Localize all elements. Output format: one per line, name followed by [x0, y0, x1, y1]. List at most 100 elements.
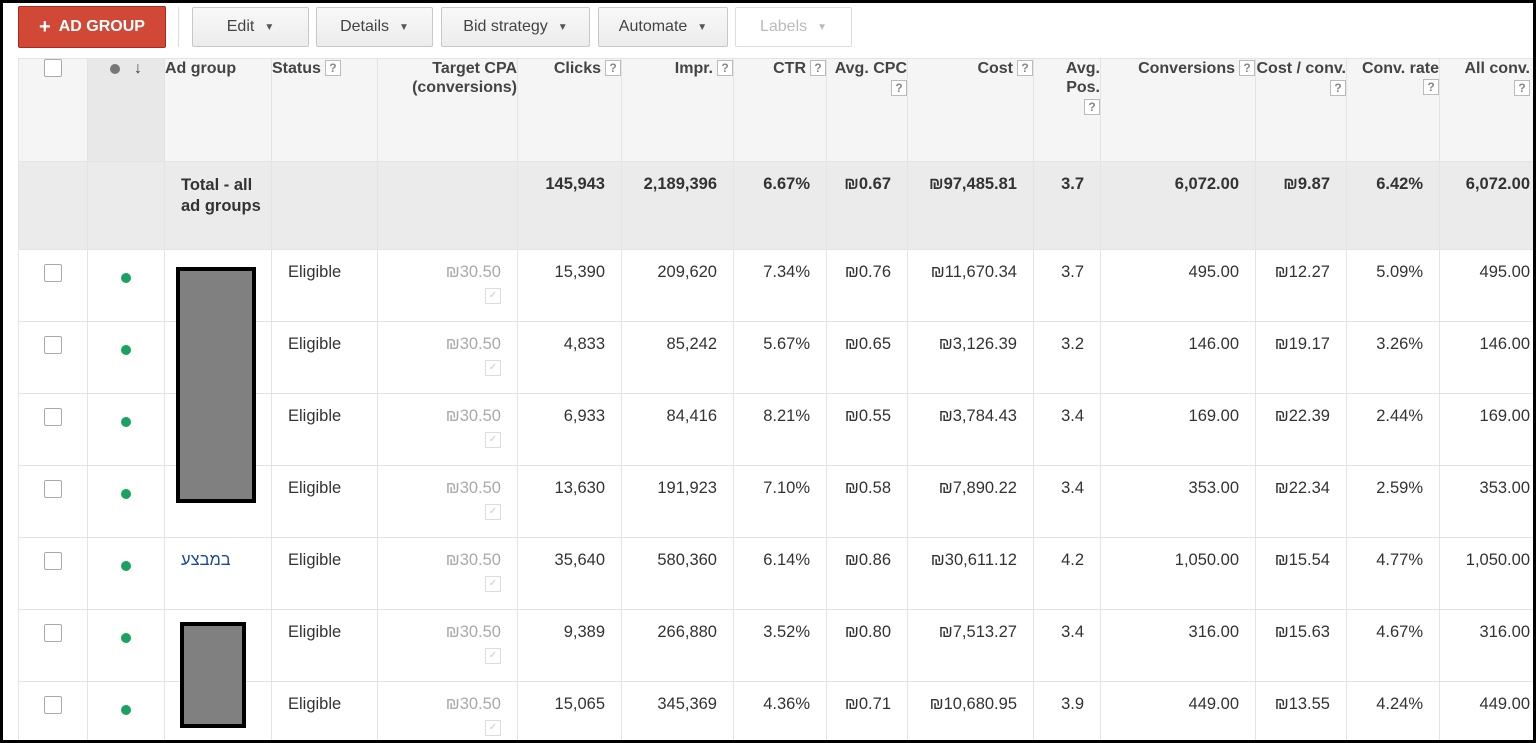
table-header-row: ↓ Ad group Status? Target CPA (conversio…	[18, 58, 1533, 162]
cost-cell: ₪7,513.27	[907, 609, 1034, 682]
table-row[interactable]: Eligible ₪30.50 ✓ 9,389 266,880 3.52% ₪0.80 ₪7,…	[18, 609, 1533, 682]
clicks-cell: 6,933	[517, 393, 622, 466]
total-cost: ₪97,485.81	[907, 161, 1034, 250]
row-checkbox-cell	[18, 321, 88, 394]
target-cpa-cell[interactable]: ₪30.50 ✓	[377, 465, 518, 538]
total-label: Total - all ad groups	[164, 161, 272, 250]
ad-group-header-label: Ad group	[165, 60, 237, 77]
ad-group-name-cell: במבצע	[164, 537, 272, 610]
impr-cell: 85,242	[621, 321, 734, 394]
ctr-cell: 3.52%	[733, 609, 827, 682]
checkmark-icon: ✓	[485, 504, 501, 520]
all-conv-cell: 146.00	[1439, 321, 1533, 394]
clicks-header-label: Clicks	[553, 60, 601, 77]
conversions-cell: 169.00	[1100, 393, 1256, 466]
cost-column-header[interactable]: Cost?	[907, 58, 1034, 162]
help-icon[interactable]: ?	[1084, 99, 1100, 115]
add-ad-group-button[interactable]: + AD GROUP	[18, 6, 166, 48]
target-cpa-cell[interactable]: ₪30.50 ✓	[377, 609, 518, 682]
target-cpa-cell[interactable]: ₪30.50 ✓	[377, 321, 518, 394]
all-conv-cell: 495.00	[1439, 249, 1533, 322]
all-conv-cell: 353.00	[1439, 465, 1533, 538]
row-checkbox[interactable]	[44, 336, 62, 354]
impr-header-label: Impr.	[674, 60, 713, 77]
help-icon[interactable]: ?	[717, 60, 733, 76]
conv-rate-cell: 2.44%	[1346, 393, 1440, 466]
avg-pos-cell: 3.9	[1033, 681, 1101, 740]
avg-cpc-column-header[interactable]: Avg. CPC?	[826, 58, 908, 162]
table-row[interactable]: Eligible ₪30.50 ✓ 15,065 345,369 4.36% ₪0.71 ₪1…	[18, 681, 1533, 740]
help-icon[interactable]: ?	[1423, 79, 1439, 95]
bid-strategy-button[interactable]: Bid strategy ▼	[441, 7, 590, 47]
clicks-cell: 15,390	[517, 249, 622, 322]
row-status-dot-cell	[87, 465, 165, 538]
row-checkbox[interactable]	[44, 552, 62, 570]
row-checkbox[interactable]	[44, 696, 62, 714]
ad-group-column-header[interactable]: Ad group	[164, 58, 272, 162]
row-checkbox[interactable]	[44, 408, 62, 426]
target-cpa-cell[interactable]: ₪30.50 ✓	[377, 681, 518, 740]
impr-cell: 580,360	[621, 537, 734, 610]
impr-cell: 209,620	[621, 249, 734, 322]
conv-rate-column-header[interactable]: Conv. rate?	[1346, 58, 1440, 162]
target-cpa-cell[interactable]: ₪30.50 ✓	[377, 537, 518, 610]
row-checkbox[interactable]	[44, 624, 62, 642]
total-blank-cell	[87, 161, 165, 250]
target-cpa-value: ₪30.50	[445, 623, 501, 641]
help-icon[interactable]: ?	[891, 80, 907, 96]
redacted-name-block	[180, 622, 246, 728]
ad-group-name-link[interactable]: במבצע	[181, 551, 231, 569]
table-row[interactable]: Eligible ₪30.50 ✓ 15,390 209,620 7.34% ₪0.76 ₪1…	[18, 249, 1533, 322]
bid-strategy-button-label: Bid strategy	[463, 18, 548, 35]
edit-button[interactable]: Edit ▼	[192, 7, 309, 47]
enabled-dot-icon	[121, 633, 131, 643]
status-dot-column-header[interactable]: ↓	[87, 58, 165, 162]
automate-button[interactable]: Automate ▼	[598, 7, 728, 47]
conv-rate-cell: 2.59%	[1346, 465, 1440, 538]
row-checkbox[interactable]	[44, 264, 62, 282]
target-cpa-cell[interactable]: ₪30.50 ✓	[377, 249, 518, 322]
target-cpa-value: ₪30.50	[445, 695, 501, 713]
conv-rate-cell: 4.24%	[1346, 681, 1440, 740]
table-row[interactable]: במבצע Eligible ₪30.50 ✓ 35,640 580,360 6.14% ₪0…	[18, 537, 1533, 610]
ctr-column-header[interactable]: CTR?	[733, 58, 827, 162]
cost-per-conv-column-header[interactable]: Cost / conv.?	[1255, 58, 1347, 162]
avg-pos-column-header[interactable]: Avg. Pos.?	[1033, 58, 1101, 162]
checkmark-icon: ✓	[485, 648, 501, 664]
cost-header-label: Cost	[977, 60, 1013, 77]
conversions-column-header[interactable]: Conversions?	[1100, 58, 1256, 162]
impr-column-header[interactable]: Impr.?	[621, 58, 734, 162]
help-icon[interactable]: ?	[1239, 60, 1255, 76]
table-row[interactable]: Eligible ₪30.50 ✓ 4,833 85,242 5.67% ₪0.65 ₪3,1…	[18, 321, 1533, 394]
help-icon[interactable]: ?	[1330, 80, 1346, 96]
row-checkbox[interactable]	[44, 480, 62, 498]
target-cpa-cell[interactable]: ₪30.50 ✓	[377, 393, 518, 466]
total-avg-cpc: ₪0.67	[826, 161, 908, 250]
target-cpa-value: ₪30.50	[445, 479, 501, 497]
help-icon[interactable]: ?	[810, 60, 826, 76]
status-dot-icon	[110, 63, 120, 74]
status-column-header[interactable]: Status?	[271, 58, 378, 162]
toolbar: + AD GROUP Edit ▼ Details ▼ Bid strategy ▼ …	[3, 3, 1533, 59]
help-icon[interactable]: ?	[324, 60, 341, 76]
all-conv-column-header[interactable]: All conv.?	[1439, 58, 1533, 162]
ctr-cell: 7.34%	[733, 249, 827, 322]
cost-conv-cell: ₪15.63	[1255, 609, 1347, 682]
target-cpa-header-label: Target CPA (conversions)	[412, 60, 517, 96]
clicks-cell: 13,630	[517, 465, 622, 538]
target-cpa-value: ₪30.50	[445, 407, 501, 425]
help-icon[interactable]: ?	[1017, 60, 1033, 76]
clicks-column-header[interactable]: Clicks?	[517, 58, 622, 162]
help-icon[interactable]: ?	[1514, 80, 1530, 96]
labels-button[interactable]: Labels ▼	[735, 7, 852, 47]
select-all-checkbox[interactable]	[44, 59, 62, 77]
conversions-cell: 495.00	[1100, 249, 1256, 322]
target-cpa-column-header[interactable]: Target CPA (conversions)	[377, 58, 518, 162]
labels-button-label: Labels	[759, 18, 808, 35]
help-icon[interactable]: ?	[605, 60, 621, 76]
enabled-dot-icon	[121, 417, 131, 427]
conversions-cell: 449.00	[1100, 681, 1256, 740]
row-checkbox-cell	[18, 393, 88, 466]
all-conv-cell: 449.00	[1439, 681, 1533, 740]
details-button[interactable]: Details ▼	[316, 7, 433, 47]
